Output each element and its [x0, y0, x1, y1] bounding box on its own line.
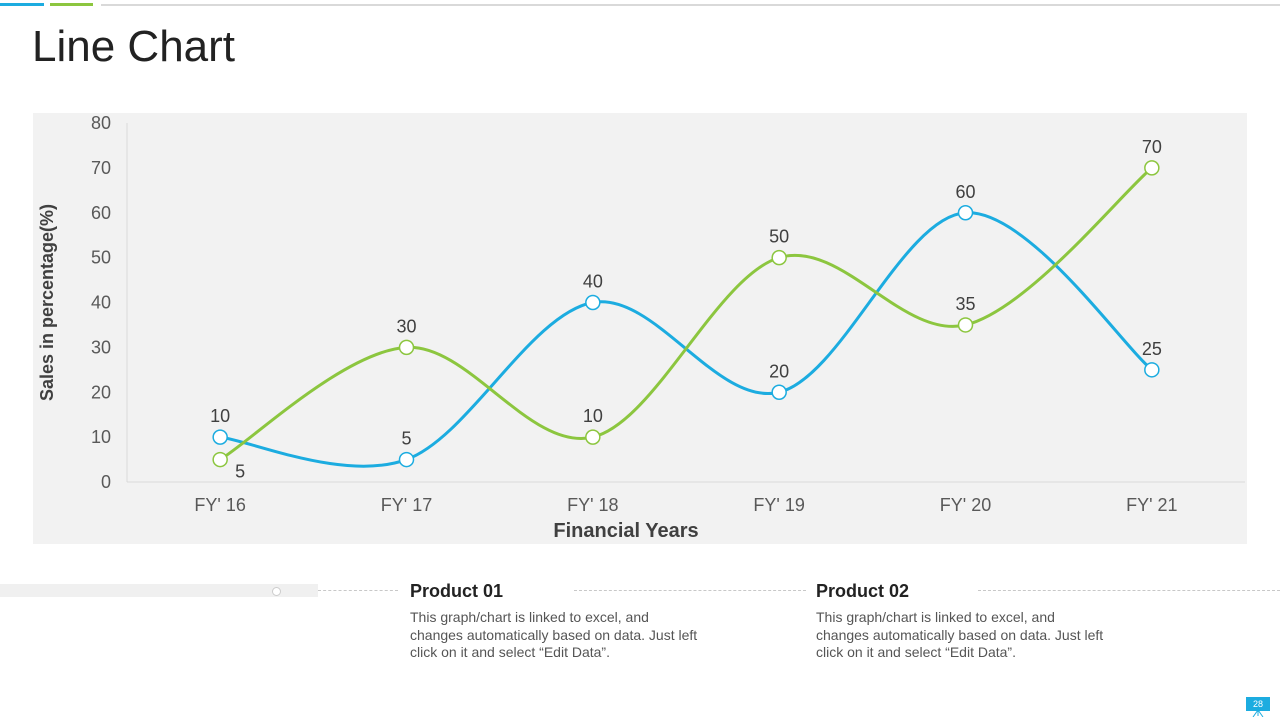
- chart-axes: 0 10 20 30 40 50 60 70 80 FY' 16 FY' 17 FY' 18 FY' 1…: [37, 113, 1245, 542]
- presentation-stand-icon: [1252, 710, 1264, 717]
- data-point: [585, 294, 601, 311]
- data-label: 40: [583, 272, 603, 292]
- data-label: 25: [1142, 339, 1162, 359]
- data-point: [1144, 160, 1160, 176]
- data-point: [398, 451, 415, 468]
- y-tick-label: 40: [91, 293, 111, 313]
- footer-band: [0, 584, 318, 597]
- x-tick-label: FY' 19: [753, 495, 804, 515]
- data-point: [398, 339, 415, 356]
- x-axis-label: Financial Years: [553, 520, 698, 542]
- footer-dot-icon: [272, 587, 281, 596]
- top-accent-green-bar: [50, 3, 93, 6]
- top-accent-blue-bar: [0, 3, 44, 6]
- data-point: [771, 249, 787, 266]
- series-1: [212, 205, 1160, 468]
- y-tick-label: 20: [91, 382, 111, 402]
- top-divider-line: [101, 4, 1280, 6]
- data-label: 30: [396, 316, 416, 336]
- footer-dashed-line: [978, 590, 1280, 591]
- data-label: 10: [210, 406, 230, 426]
- line-chart[interactable]: 0 10 20 30 40 50 60 70 80 FY' 16 FY' 17 FY' 18 FY' 1…: [33, 113, 1247, 544]
- series-line: [219, 211, 1153, 468]
- product-02-description: This graph/chart is linked to excel, and…: [816, 609, 1104, 660]
- data-point: [212, 451, 228, 468]
- data-point: [1144, 362, 1160, 378]
- product-01-title: Product 01: [410, 581, 504, 601]
- data-point: [771, 384, 787, 400]
- y-tick-label: 70: [91, 158, 111, 178]
- x-tick-label: FY' 17: [381, 495, 432, 515]
- y-tick-label: 10: [91, 427, 111, 447]
- data-point: [957, 317, 974, 333]
- footer-dashed-line: [574, 590, 806, 591]
- data-label: 5: [235, 462, 245, 482]
- data-label: 5: [401, 429, 411, 449]
- chart-data-labels: 10 5 40 20 60 25 5 30 10 50 35 70: [210, 137, 1162, 482]
- data-label: 10: [583, 406, 603, 426]
- y-tick-label: 30: [91, 337, 111, 357]
- data-label: 50: [769, 227, 789, 247]
- chart-panel[interactable]: 0 10 20 30 40 50 60 70 80 FY' 16 FY' 17 FY' 18 FY' 1…: [33, 113, 1247, 544]
- data-label: 20: [769, 361, 789, 381]
- page-number-badge: 28: [1246, 697, 1272, 717]
- data-point: [585, 429, 601, 445]
- x-tick-label: FY' 21: [1126, 495, 1177, 515]
- chart-series-group: [212, 160, 1160, 468]
- x-tick-label: FY' 18: [567, 495, 618, 515]
- y-axis-label: Sales in percentage(%): [37, 204, 57, 401]
- y-tick-label: 60: [91, 203, 111, 223]
- page-number: 28: [1246, 697, 1270, 711]
- data-point: [212, 429, 228, 445]
- y-tick-label: 0: [101, 472, 111, 492]
- y-tick-label: 80: [91, 113, 111, 133]
- footer-dashed-line: [318, 590, 398, 591]
- x-tick-label: FY' 16: [194, 495, 245, 515]
- page-title: Line Chart: [32, 22, 236, 71]
- data-label: 35: [955, 294, 975, 314]
- x-tick-label: FY' 20: [940, 495, 991, 515]
- product-02-title: Product 02: [816, 581, 910, 601]
- series-line: [219, 166, 1153, 461]
- product-01-description: This graph/chart is linked to excel, and…: [410, 609, 698, 660]
- series-2: [212, 160, 1160, 468]
- y-tick-label: 50: [91, 248, 111, 268]
- data-point: [957, 205, 974, 221]
- data-label: 70: [1142, 137, 1162, 157]
- data-label: 60: [955, 182, 975, 202]
